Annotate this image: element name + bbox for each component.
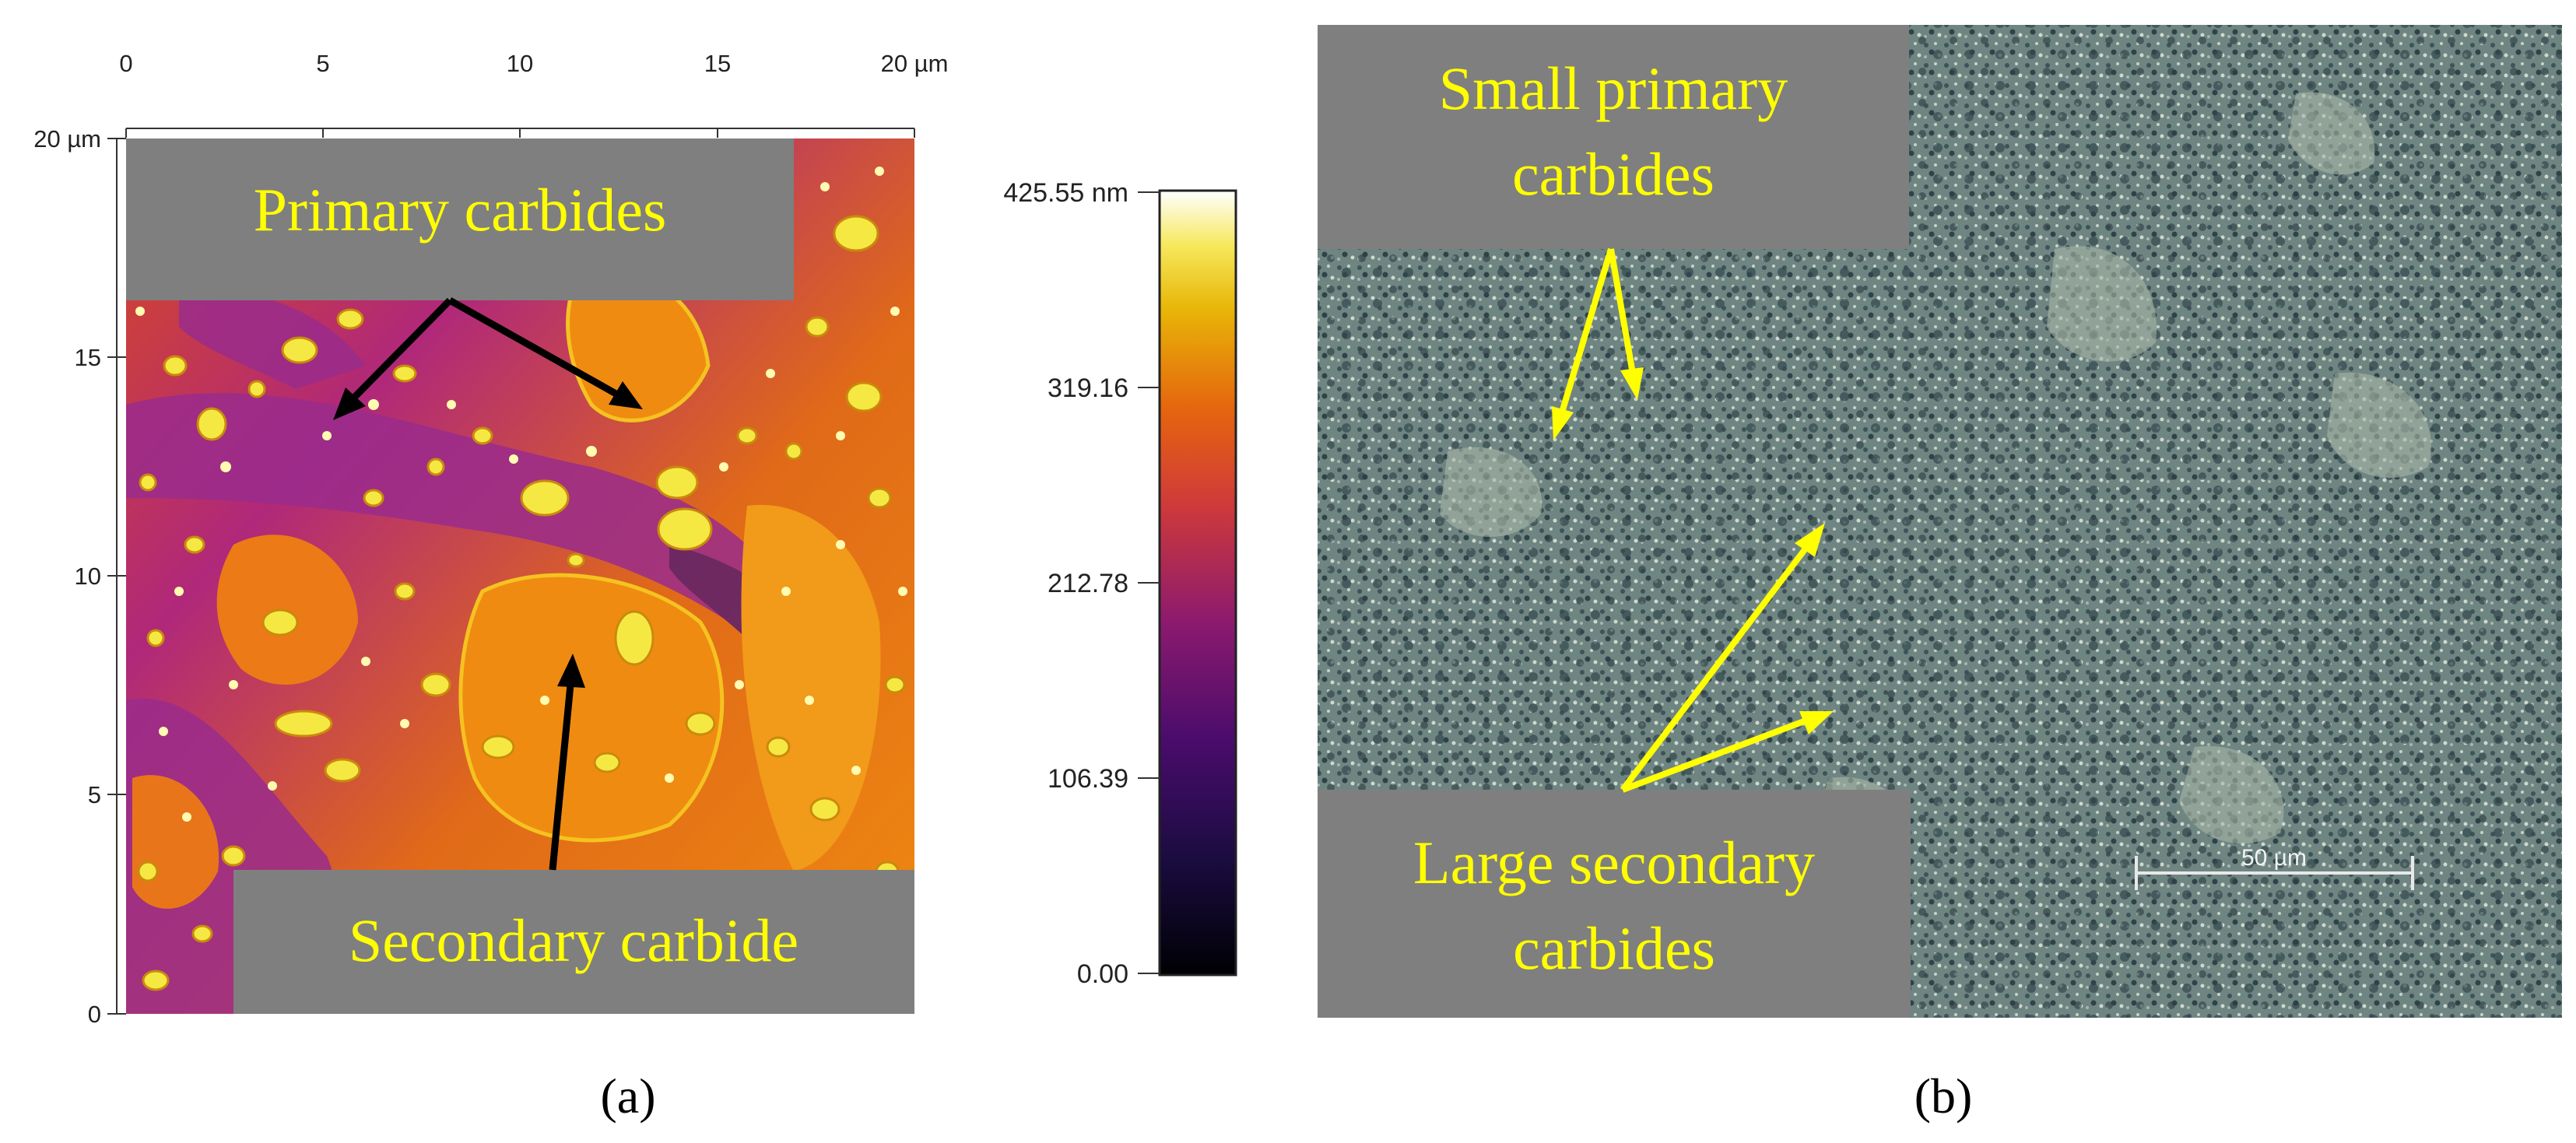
primary-carbides-label: Primary carbides	[254, 176, 667, 244]
x-tick-10: 10	[507, 50, 533, 77]
x-tick-20: 20 µm	[881, 50, 949, 77]
caption-b: (b)	[1914, 1068, 1973, 1124]
y-tick-15: 15	[75, 344, 101, 371]
large-secondary-carbides-label-box	[1318, 790, 1911, 1018]
x-tick-0: 0	[119, 50, 132, 77]
colorbar-tick-106: 106.39	[1048, 764, 1128, 794]
y-tick-20: 20 µm	[33, 125, 101, 153]
large-secondary-carbides-label-line2: carbides	[1513, 914, 1715, 982]
afm-panel: 0 5 10 15 20 µm 20 µm 15 10 5 0 Primary …	[33, 50, 1237, 1124]
secondary-carbide-label-box	[233, 870, 914, 1014]
colorbar-tick-319: 319.16	[1048, 373, 1128, 403]
primary-carbides-label-box	[126, 138, 794, 300]
caption-a: (a)	[600, 1068, 655, 1124]
colorbar-tick-0: 0.00	[1077, 959, 1128, 989]
small-primary-carbides-label-line1: Small primary	[1439, 54, 1788, 122]
small-carbide-dots	[135, 167, 907, 822]
small-primary-carbides-label-box	[1318, 25, 1909, 249]
height-colorbar	[1158, 189, 1237, 976]
y-tick-10: 10	[75, 563, 101, 590]
small-primary-carbides-label-line2: carbides	[1512, 140, 1714, 208]
micrograph-arrows	[1552, 247, 1834, 793]
scale-bar	[2135, 856, 2414, 890]
afm-arrows	[333, 297, 643, 871]
scale-bar-label: 50 µm	[2241, 845, 2307, 871]
colorbar-tick-212: 212.78	[1048, 569, 1128, 598]
x-tick-15: 15	[704, 50, 731, 77]
micrograph-panel: Small primary carbides Large secondary c…	[1318, 25, 2562, 1124]
y-tick-5: 5	[88, 781, 101, 808]
afm-axes	[107, 128, 915, 1015]
y-tick-0: 0	[88, 1001, 101, 1028]
large-secondary-carbides-label-line1: Large secondary	[1413, 829, 1815, 896]
x-tick-5: 5	[316, 50, 329, 77]
colorbar-tick-max: 425.55 nm	[1003, 178, 1128, 208]
primary-carbide-particles	[137, 215, 906, 991]
secondary-carbide-label: Secondary carbide	[349, 906, 798, 974]
